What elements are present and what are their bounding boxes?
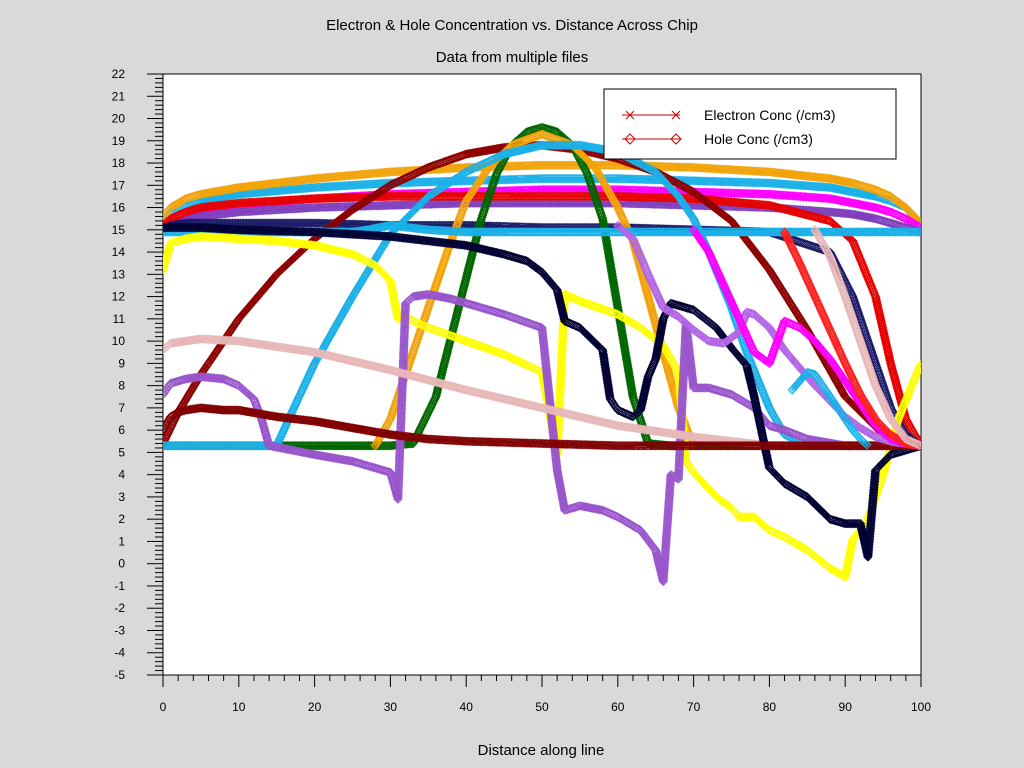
legend: Electron Conc (/cm3) Hole Conc (/cm3) [603, 88, 897, 160]
y-tick-label: 15 [112, 223, 126, 237]
x-tick-label: 70 [687, 700, 701, 714]
y-tick-label: 6 [118, 423, 125, 437]
y-tick-label: 5 [118, 445, 125, 459]
series-markers [787, 367, 872, 450]
y-tick-label: -1 [114, 579, 125, 593]
legend-diamond-marker-icon [670, 133, 682, 145]
y-tick-label: 16 [112, 201, 126, 215]
y-tick-label: 2 [118, 512, 125, 526]
y-tick-label: 20 [112, 112, 126, 126]
x-tick-label: 40 [460, 700, 474, 714]
y-tick-label: 18 [112, 156, 126, 170]
series-20 [787, 367, 872, 450]
y-tick-label: 10 [112, 334, 126, 348]
y-tick-label: 22 [112, 67, 126, 81]
series-markers [779, 227, 921, 451]
x-tick-label: 10 [232, 700, 246, 714]
legend-diamond-marker-icon [624, 133, 636, 145]
legend-entry-electron: Electron Conc (/cm3) [622, 107, 835, 123]
y-tick-label: 8 [118, 379, 125, 393]
series-18 [779, 227, 921, 451]
legend-label-hole: Hole Conc (/cm3) [704, 131, 813, 147]
y-tick-label: 13 [112, 267, 126, 281]
legend-label-electron: Electron Conc (/cm3) [704, 107, 835, 123]
x-tick-label: 80 [763, 700, 777, 714]
x-tick-label: 0 [160, 700, 167, 714]
x-tick-label: 50 [535, 700, 549, 714]
series-markers [810, 225, 921, 450]
series-layer [163, 122, 921, 587]
y-tick-label: 12 [112, 290, 126, 304]
y-tick-label: 11 [113, 312, 126, 326]
y-tick-label: -3 [114, 623, 125, 637]
y-tick-label: 7 [118, 401, 125, 415]
series-15 [163, 403, 921, 451]
series-markers [688, 225, 921, 451]
legend-x-marker-icon [671, 110, 681, 120]
series-markers [163, 140, 921, 450]
y-tick-label: 17 [112, 178, 126, 192]
series-3 [163, 198, 921, 237]
legend-x-marker-icon [625, 110, 635, 120]
series-line [693, 229, 921, 447]
y-tick-label: -2 [114, 601, 125, 615]
y-tick-label: 14 [112, 245, 126, 259]
series-14 [163, 222, 921, 562]
series-19 [810, 225, 921, 450]
y-tick-label: 4 [118, 468, 125, 482]
legend-entry-hole: Hole Conc (/cm3) [622, 131, 813, 147]
x-tick-label: 60 [611, 700, 625, 714]
y-tick-label: -4 [114, 646, 125, 660]
x-tick-label: 20 [308, 700, 322, 714]
x-tick-label: 30 [384, 700, 398, 714]
x-tick-label: 90 [839, 700, 853, 714]
series-markers [163, 403, 921, 451]
chart-title: Electron & Hole Concentration vs. Distan… [326, 17, 698, 34]
y-tick-label: 9 [118, 356, 125, 370]
y-tick-label: 1 [118, 534, 125, 548]
series-markers [163, 222, 921, 562]
y-tick-label: 21 [112, 89, 126, 103]
y-tick-label: 0 [118, 557, 125, 571]
chart-subtitle: Data from multiple files [436, 49, 589, 66]
y-tick-label: -5 [114, 668, 125, 682]
series-line [617, 225, 921, 447]
series-17 [688, 225, 921, 451]
y-tick-label: 3 [118, 490, 125, 504]
axes: -5-4-3-2-1012345678910111213141516171819… [112, 67, 932, 714]
x-axis-label: Distance along line [478, 742, 605, 759]
legend-box [603, 88, 897, 160]
y-tick-label: 19 [112, 134, 126, 148]
x-tick-label: 100 [911, 700, 931, 714]
